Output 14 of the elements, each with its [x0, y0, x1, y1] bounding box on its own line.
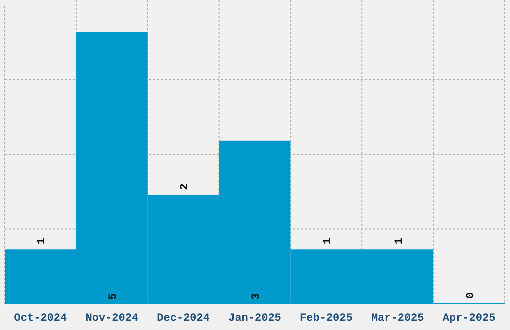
data-label: 0 [465, 292, 478, 299]
x-tick-label: Nov-2024 [86, 312, 139, 325]
data-label: 2 [180, 184, 192, 190]
x-tick-label: Mar-2025 [371, 312, 425, 325]
data-label: 1 [394, 238, 406, 245]
x-tick-label: Feb-2025 [300, 312, 354, 325]
data-label: 3 [251, 293, 263, 300]
data-label: 1 [36, 238, 49, 245]
data-label: 1 [322, 238, 334, 245]
x-tick-label: Oct-2024 [14, 312, 68, 325]
x-tick-label: Dec-2024 [157, 312, 210, 325]
data-label: 5 [108, 293, 120, 300]
x-tick-label: Apr-2025 [442, 312, 496, 325]
x-tick-label: Jan-2025 [228, 312, 282, 325]
